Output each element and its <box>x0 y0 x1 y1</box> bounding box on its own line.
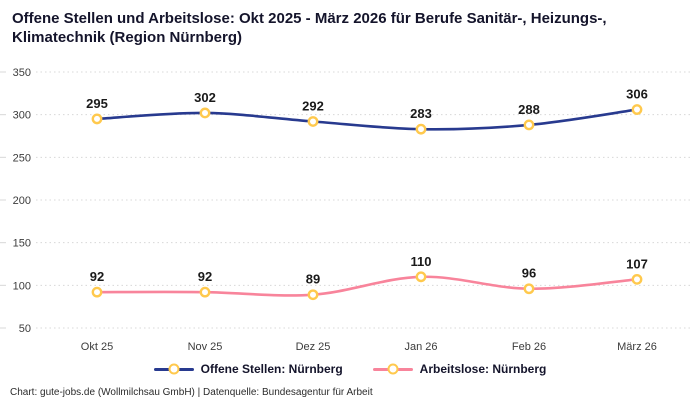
svg-text:306: 306 <box>626 87 648 102</box>
svg-text:Nov 25: Nov 25 <box>188 341 223 353</box>
line-chart: 50 100 150 200 250 300 350 Okt 25 Nov 25 Dez 25 Ja… <box>0 67 692 353</box>
legend-item-offene-stellen[interactable]: Offene Stellen: Nürnberg <box>153 362 343 377</box>
legend-marker-icon <box>387 363 399 375</box>
svg-text:89: 89 <box>306 272 320 287</box>
svg-text:Jan 26: Jan 26 <box>404 341 437 353</box>
svg-text:110: 110 <box>411 254 432 269</box>
svg-text:50: 50 <box>19 323 31 335</box>
svg-text:150: 150 <box>13 238 31 250</box>
svg-text:Feb 26: Feb 26 <box>512 341 546 353</box>
svg-text:Dez 25: Dez 25 <box>296 341 331 353</box>
svg-text:302: 302 <box>194 90 216 105</box>
chart-legend: Offene Stellen: Nürnberg Arbeitslose: Nü… <box>0 358 700 380</box>
legend-label-arbeitslose: Arbeitslose: Nürnberg <box>419 362 547 377</box>
svg-text:Okt 25: Okt 25 <box>81 341 113 353</box>
svg-text:92: 92 <box>198 270 212 285</box>
legend-swatch-offene-stellen <box>153 363 194 375</box>
legend-item-arbeitslose[interactable]: Arbeitslose: Nürnberg <box>372 362 547 377</box>
svg-text:350: 350 <box>13 67 31 79</box>
chart-title: Offene Stellen und Arbeitslose: Okt 2025… <box>12 10 607 47</box>
svg-text:März 26: März 26 <box>617 341 657 353</box>
svg-text:96: 96 <box>522 266 536 281</box>
svg-text:100: 100 <box>13 281 31 293</box>
chart-source-footer: Chart: gute-jobs.de (Wollmilchsau GmbH) … <box>10 387 373 399</box>
svg-text:288: 288 <box>518 102 540 117</box>
legend-label-offene-stellen: Offene Stellen: Nürnberg <box>200 362 343 377</box>
svg-text:295: 295 <box>86 96 108 111</box>
legend-swatch-arbeitslose <box>372 363 413 375</box>
svg-text:300: 300 <box>13 110 31 122</box>
svg-text:92: 92 <box>90 270 104 285</box>
svg-text:107: 107 <box>626 257 648 272</box>
svg-text:283: 283 <box>410 107 432 122</box>
svg-text:292: 292 <box>302 99 324 114</box>
svg-text:250: 250 <box>13 153 31 165</box>
svg-text:200: 200 <box>13 195 31 207</box>
legend-marker-icon <box>168 363 180 375</box>
